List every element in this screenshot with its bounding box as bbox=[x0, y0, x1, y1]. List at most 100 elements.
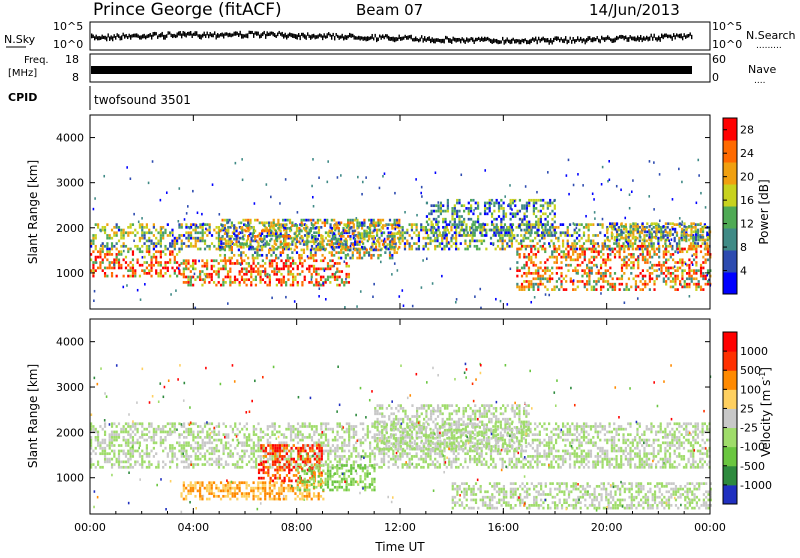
power-echo-cell bbox=[442, 218, 444, 221]
power-echo-cell bbox=[677, 277, 679, 280]
velocity-echo-cell bbox=[241, 460, 243, 463]
power-echo-cell bbox=[554, 231, 556, 234]
power-echo-cell bbox=[375, 243, 377, 246]
power-echo-cell bbox=[389, 219, 391, 222]
power-echo-cell bbox=[125, 267, 127, 270]
power-echo-cell bbox=[656, 253, 658, 256]
velocity-echo-cell bbox=[174, 431, 176, 434]
power-echo-cell bbox=[526, 204, 528, 207]
sky-noise-sample bbox=[199, 34, 200, 39]
power-echo-cell bbox=[209, 229, 211, 232]
power-echo-cell bbox=[252, 267, 254, 270]
velocity-echo-cell bbox=[325, 444, 327, 447]
power-echo-cell bbox=[256, 246, 258, 249]
power-echo-cell bbox=[324, 257, 326, 260]
power-echo-cell bbox=[633, 264, 635, 267]
velocity-echo-cell bbox=[211, 422, 213, 425]
power-echo-cell bbox=[170, 293, 172, 296]
sky-noise-sample bbox=[229, 33, 230, 37]
velocity-echo-cell bbox=[236, 439, 238, 442]
power-echo-cell bbox=[620, 189, 622, 192]
power-echo-cell bbox=[491, 212, 493, 215]
power-echo-cell bbox=[356, 249, 358, 252]
power-echo-cell bbox=[347, 235, 349, 238]
velocity-echo-cell bbox=[334, 455, 336, 458]
power-echo-cell bbox=[160, 199, 162, 202]
velocity-echo-cell bbox=[185, 431, 187, 434]
power-echo-cell bbox=[211, 278, 213, 281]
power-echo-cell bbox=[674, 288, 676, 291]
power-echo-cell bbox=[554, 212, 556, 215]
power-echo-cell bbox=[650, 261, 652, 264]
power-echo-cell bbox=[519, 269, 521, 272]
sky-noise-sample bbox=[234, 32, 235, 36]
sky-noise-sample bbox=[340, 35, 341, 38]
power-echo-cell bbox=[256, 251, 258, 254]
sky-noise-sample bbox=[405, 35, 406, 38]
velocity-echo-cell bbox=[176, 458, 178, 461]
power-echo-cell bbox=[619, 248, 621, 251]
power-echo-cell bbox=[519, 248, 521, 251]
power-echo-cell bbox=[639, 253, 641, 256]
power-echo-cell bbox=[296, 238, 298, 241]
power-echo-cell bbox=[554, 221, 556, 224]
power-echo-cell bbox=[674, 261, 676, 264]
velocity-echo-cell bbox=[127, 460, 129, 463]
sky-noise-sample bbox=[150, 33, 151, 37]
power-echo-cell bbox=[477, 204, 479, 207]
velocity-echo-cell bbox=[113, 422, 115, 425]
power-echo-cell bbox=[391, 240, 393, 243]
power-echo-cell bbox=[261, 238, 263, 241]
power-echo-cell bbox=[127, 226, 129, 229]
power-echo-cell bbox=[602, 248, 604, 251]
power-echo-cell bbox=[138, 221, 140, 224]
power-echo-cell bbox=[525, 237, 527, 240]
power-echo-cell bbox=[435, 223, 437, 226]
power-echo-cell bbox=[677, 275, 679, 278]
power-echo-cell bbox=[484, 169, 486, 172]
power-echo-cell bbox=[340, 240, 342, 243]
power-echo-cell bbox=[526, 275, 528, 278]
power-echo-cell bbox=[100, 244, 102, 247]
power-echo-cell bbox=[571, 242, 573, 245]
power-echo-cell bbox=[704, 242, 706, 245]
power-echo-cell bbox=[162, 237, 164, 240]
power-echo-cell bbox=[113, 234, 115, 237]
power-echo-cell bbox=[255, 276, 257, 279]
power-echo-cell bbox=[690, 228, 692, 231]
power-echo-cell bbox=[213, 270, 215, 273]
power-echo-cell bbox=[651, 233, 653, 236]
velocity-echo-cell bbox=[104, 441, 106, 444]
velocity-echo-cell bbox=[162, 439, 164, 442]
sky-noise-sample bbox=[180, 31, 181, 36]
power-echo-cell bbox=[644, 280, 646, 283]
power-echo-cell bbox=[278, 267, 280, 270]
power-echo-cell bbox=[460, 174, 462, 177]
power-echo-cell bbox=[535, 283, 537, 286]
power-echo-cell bbox=[224, 224, 226, 227]
power-echo-cell bbox=[201, 213, 203, 216]
sky-noise-sample bbox=[313, 34, 314, 38]
power-echo-cell bbox=[130, 269, 132, 272]
sky-noise-sample bbox=[364, 37, 365, 41]
power-echo-cell bbox=[320, 259, 322, 262]
power-echo-cell bbox=[332, 273, 334, 276]
power-echo-cell bbox=[700, 192, 702, 195]
velocity-echo-cell bbox=[192, 422, 194, 425]
velocity-echo-cell bbox=[257, 455, 259, 458]
power-echo-cell bbox=[702, 267, 704, 270]
power-echo-cell bbox=[426, 221, 428, 224]
power-echo-cell bbox=[130, 267, 132, 270]
power-echo-cell bbox=[542, 212, 544, 215]
power-echo-cell bbox=[139, 264, 141, 267]
power-echo-cell bbox=[92, 240, 94, 243]
power-echo-cell bbox=[301, 257, 303, 260]
power-echo-cell bbox=[146, 250, 148, 253]
power-echo-cell bbox=[530, 272, 532, 275]
power-echo-cell bbox=[509, 245, 511, 248]
velocity-echo-cell bbox=[216, 444, 218, 447]
sky-noise-sample bbox=[187, 32, 188, 35]
velocity-echo-cell bbox=[292, 425, 294, 428]
power-echo-cell bbox=[646, 245, 648, 248]
power-echo-cell bbox=[327, 240, 329, 243]
